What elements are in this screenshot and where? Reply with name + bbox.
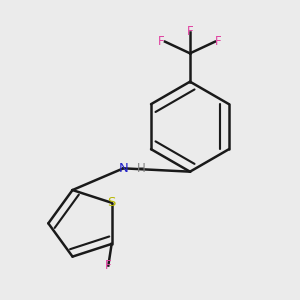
Text: N: N [118,162,128,175]
Text: H: H [137,162,146,175]
Text: F: F [215,35,222,48]
Text: F: F [187,25,193,38]
Text: F: F [105,259,112,272]
Text: F: F [158,35,165,48]
Text: S: S [107,196,116,209]
